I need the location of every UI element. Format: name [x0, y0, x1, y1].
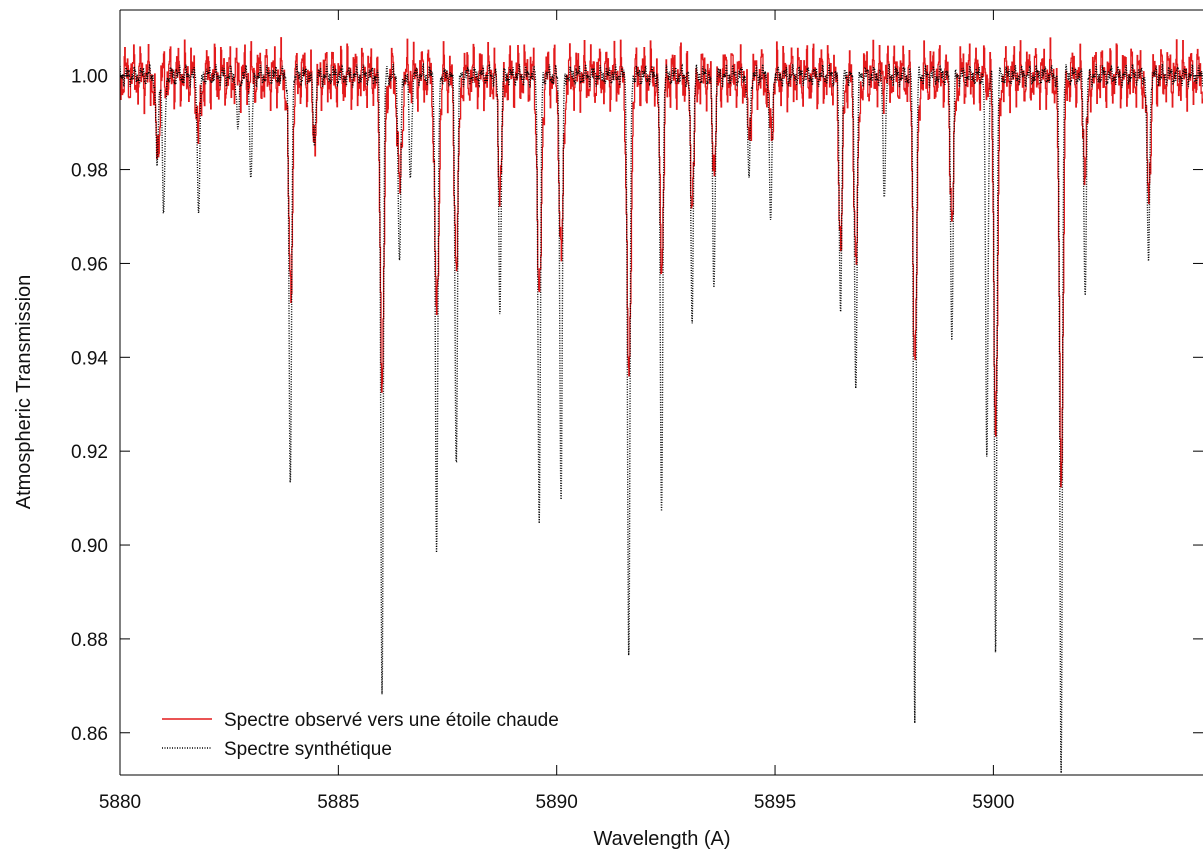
x-tick-label: 5900	[972, 792, 1014, 813]
y-tick-label: 0.90	[71, 536, 108, 557]
x-tick-label: 5885	[317, 792, 359, 813]
y-tick-label: 0.88	[71, 630, 108, 651]
legend-label-observed: Spectre observé vers une étoile chaude	[224, 710, 559, 731]
y-tick-label: 0.96	[71, 254, 108, 275]
legend: Spectre observé vers une étoile chaude S…	[162, 710, 559, 760]
y-tick-label: 1.00	[71, 67, 108, 88]
y-tick-label: 0.86	[71, 724, 108, 745]
x-axis-title: Wavelength (A)	[593, 828, 730, 850]
legend-label-synthetic: Spectre synthétique	[224, 739, 392, 760]
x-tick-label: 5895	[754, 792, 796, 813]
y-axis-title: Atmospheric Transmission	[13, 275, 35, 510]
x-tick-label: 5890	[536, 792, 578, 813]
series-line-observed	[120, 37, 1203, 488]
series-line-synthetic	[120, 61, 1203, 774]
x-tick-label: 5880	[99, 792, 141, 813]
y-tick-label: 0.94	[71, 348, 108, 369]
y-tick-label: 0.98	[71, 161, 108, 182]
y-tick-label: 0.92	[71, 442, 108, 463]
